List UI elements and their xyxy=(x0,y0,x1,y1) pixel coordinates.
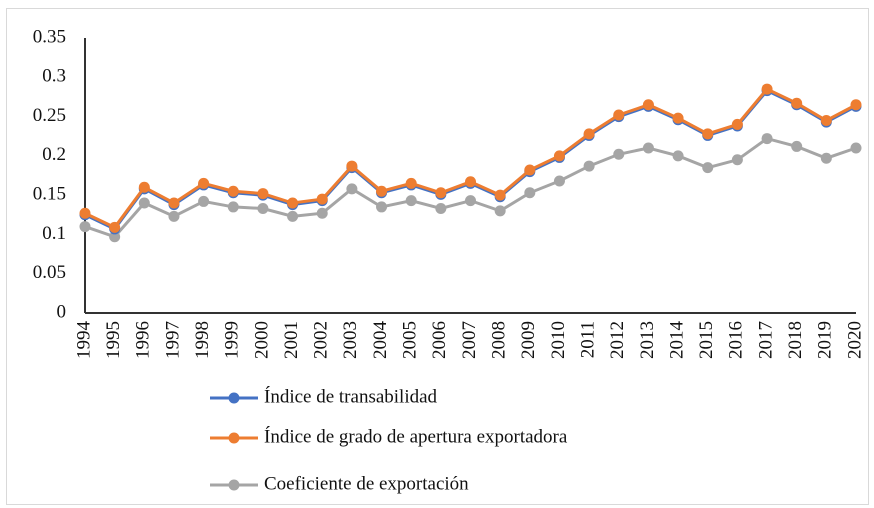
point xyxy=(346,160,358,172)
point xyxy=(465,176,476,188)
x-tick-label: 2000 xyxy=(251,321,272,359)
x-tick-label: 1999 xyxy=(222,321,243,359)
x-tick-label: 2004 xyxy=(370,321,391,360)
x-tick-label: 2016 xyxy=(726,321,747,359)
point xyxy=(761,133,773,145)
point xyxy=(435,203,447,214)
legend-marker xyxy=(228,392,240,404)
point xyxy=(731,154,743,166)
point xyxy=(761,83,773,95)
y-tick-label: 0.3 xyxy=(42,66,66,87)
legend-label: Coeficiente de exportación xyxy=(264,473,469,494)
x-tick-label: 2007 xyxy=(459,321,480,359)
point xyxy=(553,175,565,187)
point xyxy=(583,160,595,172)
point xyxy=(405,177,417,189)
x-tick-label: 2006 xyxy=(429,321,450,359)
x-tick-label: 1998 xyxy=(192,321,213,359)
point xyxy=(672,112,684,124)
point xyxy=(316,193,328,205)
x-tick-label: 2013 xyxy=(637,321,658,359)
point xyxy=(613,148,625,160)
x-tick-label: 2008 xyxy=(489,321,510,359)
point xyxy=(731,118,743,130)
x-tick-label: 2018 xyxy=(785,321,806,359)
point xyxy=(227,185,239,197)
x-tick-label: 1994 xyxy=(73,321,94,360)
point xyxy=(524,187,536,199)
point xyxy=(642,142,654,154)
x-tick-label: 2017 xyxy=(755,321,776,359)
point xyxy=(79,221,91,233)
point xyxy=(109,231,121,243)
point xyxy=(702,128,714,140)
legend-marker xyxy=(228,432,240,444)
x-tick-label: 1996 xyxy=(133,321,154,359)
point xyxy=(850,99,862,111)
point xyxy=(287,210,299,222)
legend-marker xyxy=(228,479,240,491)
point xyxy=(227,201,239,213)
point xyxy=(316,207,328,219)
point xyxy=(820,152,832,164)
point xyxy=(494,189,506,201)
point xyxy=(791,140,803,152)
point xyxy=(613,109,625,121)
point xyxy=(138,197,150,209)
y-tick-label: 0.2 xyxy=(42,144,66,165)
point xyxy=(257,203,269,214)
point xyxy=(850,142,862,154)
point xyxy=(583,128,595,140)
point xyxy=(109,221,121,233)
x-tick-label: 2020 xyxy=(844,321,865,359)
point xyxy=(376,185,388,197)
point xyxy=(138,181,150,193)
point xyxy=(642,99,654,111)
point xyxy=(820,115,832,126)
x-tick-label: 2002 xyxy=(311,321,332,359)
point xyxy=(524,164,536,176)
point xyxy=(702,162,714,174)
point xyxy=(405,195,417,207)
point xyxy=(79,207,91,219)
point xyxy=(376,201,388,213)
x-tick-label: 1997 xyxy=(162,321,183,359)
x-tick-label: 2009 xyxy=(518,321,539,359)
x-tick-label: 2019 xyxy=(815,321,836,359)
point xyxy=(465,195,476,207)
point xyxy=(287,197,299,209)
point xyxy=(553,150,565,162)
point xyxy=(346,183,358,195)
x-tick-label: 1995 xyxy=(103,321,124,359)
point xyxy=(672,150,684,162)
x-tick-label: 2015 xyxy=(696,321,717,359)
x-tick-label: 2014 xyxy=(666,321,687,360)
legend-label: Índice de transabilidad xyxy=(264,385,438,407)
point xyxy=(435,187,447,199)
legend-label: Índice de grado de apertura exportadora xyxy=(264,425,568,447)
y-tick-label: 0.1 xyxy=(42,223,66,244)
y-tick-label: 0 xyxy=(57,301,67,322)
point xyxy=(168,197,180,209)
x-tick-label: 2011 xyxy=(577,321,598,358)
x-tick-label: 2005 xyxy=(400,321,421,359)
y-tick-label: 0.25 xyxy=(33,105,66,126)
x-tick-label: 2003 xyxy=(340,321,361,359)
point xyxy=(791,97,803,109)
x-tick-label: 2012 xyxy=(607,321,628,359)
x-tick-label: 2010 xyxy=(548,321,569,359)
point xyxy=(168,210,180,222)
y-tick-label: 0.35 xyxy=(33,26,66,47)
y-tick-label: 0.15 xyxy=(33,184,66,205)
chart-frame xyxy=(6,8,869,505)
point xyxy=(198,195,210,207)
y-tick-label: 0.05 xyxy=(33,262,66,283)
point xyxy=(198,177,210,189)
x-tick-label: 2001 xyxy=(281,321,302,359)
point xyxy=(494,205,506,217)
point xyxy=(257,188,269,200)
